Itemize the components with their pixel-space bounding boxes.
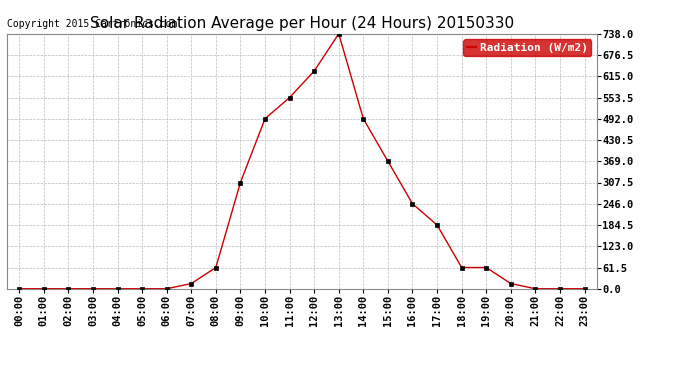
Title: Solar Radiation Average per Hour (24 Hours) 20150330: Solar Radiation Average per Hour (24 Hou… xyxy=(90,16,514,31)
Text: Copyright 2015 Cartronics.com: Copyright 2015 Cartronics.com xyxy=(7,19,177,28)
Legend: Radiation (W/m2): Radiation (W/m2) xyxy=(463,39,591,56)
